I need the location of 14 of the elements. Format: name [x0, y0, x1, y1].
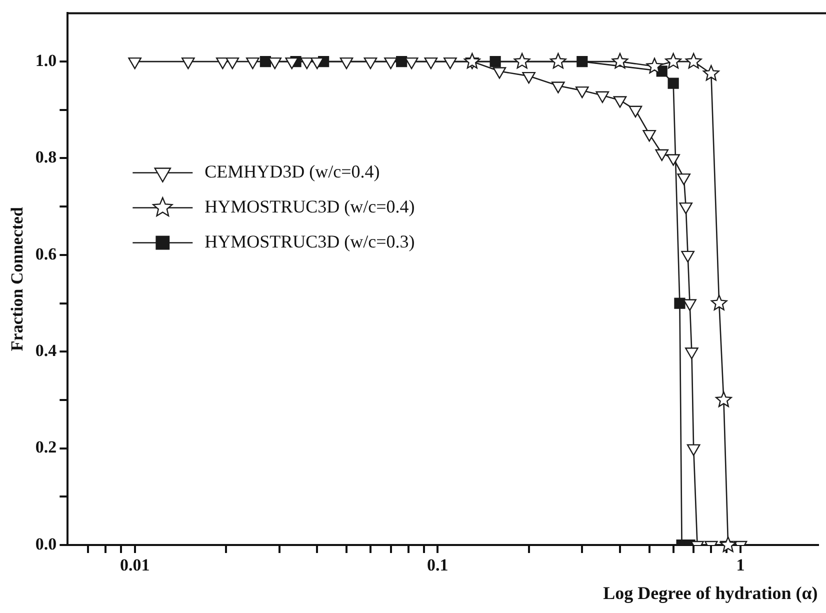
legend-label: CEMHYD3D (w/c=0.4): [204, 161, 380, 182]
x-axis-title: Log Degree of hydration (α): [603, 582, 818, 603]
legend-label: HYMOSTRUC3D (w/c=0.4): [204, 196, 415, 216]
y-axis-title: Fraction Connected: [8, 206, 27, 352]
x-tick-label: 1: [736, 556, 745, 575]
y-tick-label: 0.6: [35, 244, 57, 264]
y-tick-label: 0.8: [35, 148, 57, 167]
legend-label: HYMOSTRUC3D (w/c=0.3): [204, 231, 415, 252]
y-tick-label: 0.2: [35, 438, 57, 457]
y-tick-label: 0.4: [35, 341, 58, 360]
x-tick-label: 0.01: [120, 556, 150, 575]
y-tick-label: 0.0: [35, 534, 57, 554]
y-tick-label: 1.0: [35, 50, 57, 70]
x-tick-label: 0.1: [427, 556, 448, 575]
